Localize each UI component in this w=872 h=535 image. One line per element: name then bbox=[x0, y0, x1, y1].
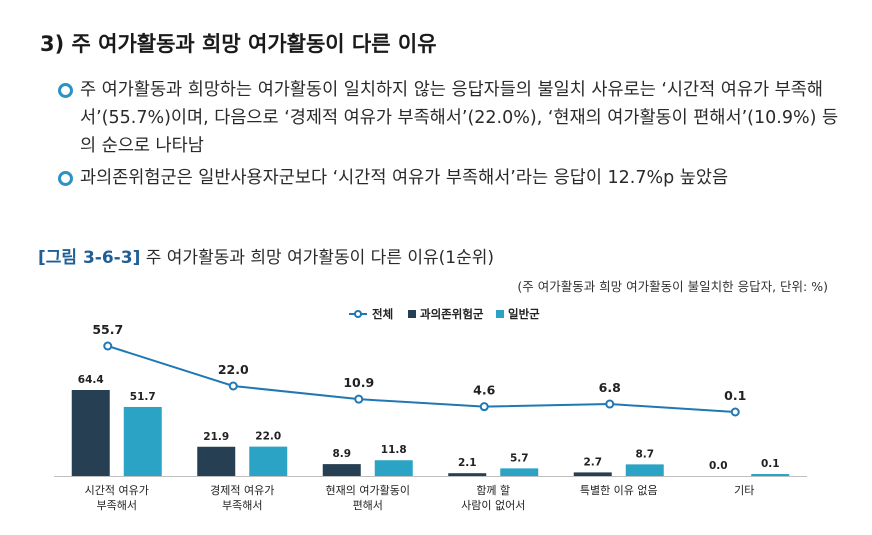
bar-value-label: 2.1 bbox=[458, 457, 477, 469]
bullet-list: 주 여가활동과 희망하는 여가활동이 일치하지 않는 응답자들의 불일치 사유로… bbox=[58, 76, 848, 196]
bullet-text: 과의존위험군은 일반사용자군보다 ‘시간적 여유가 부족해서’라는 응답이 12… bbox=[80, 168, 729, 188]
bar-risk bbox=[71, 390, 110, 476]
bar-value-label: 0.1 bbox=[761, 458, 780, 470]
bullet-item: 주 여가활동과 희망하는 여가활동이 일치하지 않는 응답자들의 불일치 사유로… bbox=[58, 76, 848, 160]
ring-bullet-icon bbox=[58, 83, 73, 98]
line-value-label: 4.6 bbox=[473, 383, 495, 398]
line-point bbox=[730, 407, 740, 417]
bar-risk bbox=[322, 464, 361, 476]
bar-general bbox=[374, 460, 413, 476]
figure-number: [그림 3-6-3] bbox=[38, 248, 141, 268]
category-label: 기타 bbox=[734, 484, 754, 497]
line-total bbox=[107, 345, 736, 413]
legend-label-total: 전체 bbox=[372, 307, 393, 321]
category-label: 사람이 없어서 bbox=[461, 499, 525, 512]
bar-general bbox=[625, 464, 664, 476]
bar-general bbox=[123, 406, 162, 476]
ring-bullet-icon bbox=[58, 171, 73, 186]
bar-value-label: 2.7 bbox=[583, 456, 602, 468]
line-value-label: 10.9 bbox=[343, 375, 374, 390]
bar-general bbox=[500, 468, 539, 476]
legend-line-marker bbox=[354, 310, 362, 318]
bar-value-label: 0.0 bbox=[709, 460, 728, 472]
category-label: 현재의 여가활동이 bbox=[326, 483, 410, 497]
line-point bbox=[605, 399, 615, 409]
line-point bbox=[228, 381, 238, 391]
line-value-label: 22.0 bbox=[218, 362, 249, 377]
figure-title-text: 주 여가활동과 희망 여가활동이 다른 이유(1순위) bbox=[145, 248, 495, 268]
bar-value-label: 51.7 bbox=[130, 391, 156, 403]
bar-general bbox=[249, 446, 288, 476]
legend-swatch-general bbox=[496, 310, 504, 318]
category-label: 부족해서 bbox=[97, 498, 137, 512]
category-label: 편해서 bbox=[353, 498, 383, 512]
line-point bbox=[103, 341, 113, 351]
category-label: 시간적 여유가 bbox=[85, 484, 149, 497]
bar-general bbox=[751, 474, 790, 476]
bar-value-label: 64.4 bbox=[78, 374, 104, 386]
line-point bbox=[354, 394, 364, 404]
legend-label-general: 일반군 bbox=[508, 307, 540, 321]
bar-value-label: 5.7 bbox=[510, 452, 529, 464]
figure-title: [그림 3-6-3] 주 여가활동과 희망 여가활동이 다른 이유(1순위) bbox=[38, 243, 494, 268]
category-label: 부족해서 bbox=[222, 498, 262, 512]
bar-risk bbox=[197, 446, 236, 476]
bar-risk bbox=[573, 472, 612, 476]
bar-risk bbox=[448, 473, 487, 476]
bar-value-label: 22.0 bbox=[255, 431, 281, 443]
bar-value-label: 21.9 bbox=[203, 431, 229, 443]
bar-value-label: 8.9 bbox=[332, 448, 351, 460]
bullet-item: 과의존위험군은 일반사용자군보다 ‘시간적 여유가 부족해서’라는 응답이 12… bbox=[58, 164, 848, 192]
figure-note: (주 여가활동과 희망 여가활동이 불일치한 응답자, 단위: %) bbox=[517, 279, 828, 294]
category-label: 함께 할 bbox=[476, 484, 510, 497]
bar-value-label: 8.7 bbox=[635, 448, 654, 460]
legend-label-risk: 과의존위험군 bbox=[420, 307, 484, 321]
line-value-label: 6.8 bbox=[599, 380, 621, 395]
category-label: 경제적 여유가 bbox=[210, 484, 274, 497]
bar-value-label: 11.8 bbox=[381, 444, 407, 456]
line-value-label: 55.7 bbox=[92, 322, 123, 337]
legend-swatch-risk bbox=[408, 310, 416, 318]
line-point bbox=[479, 402, 489, 412]
category-label: 특별한 이유 없음 bbox=[580, 484, 658, 497]
line-value-label: 0.1 bbox=[724, 388, 746, 403]
bullet-text: 주 여가활동과 희망하는 여가활동이 일치하지 않는 응답자들의 불일치 사유로… bbox=[80, 80, 839, 156]
section-heading: 3) 주 여가활동과 희망 여가활동이 다른 이유 bbox=[40, 32, 437, 56]
